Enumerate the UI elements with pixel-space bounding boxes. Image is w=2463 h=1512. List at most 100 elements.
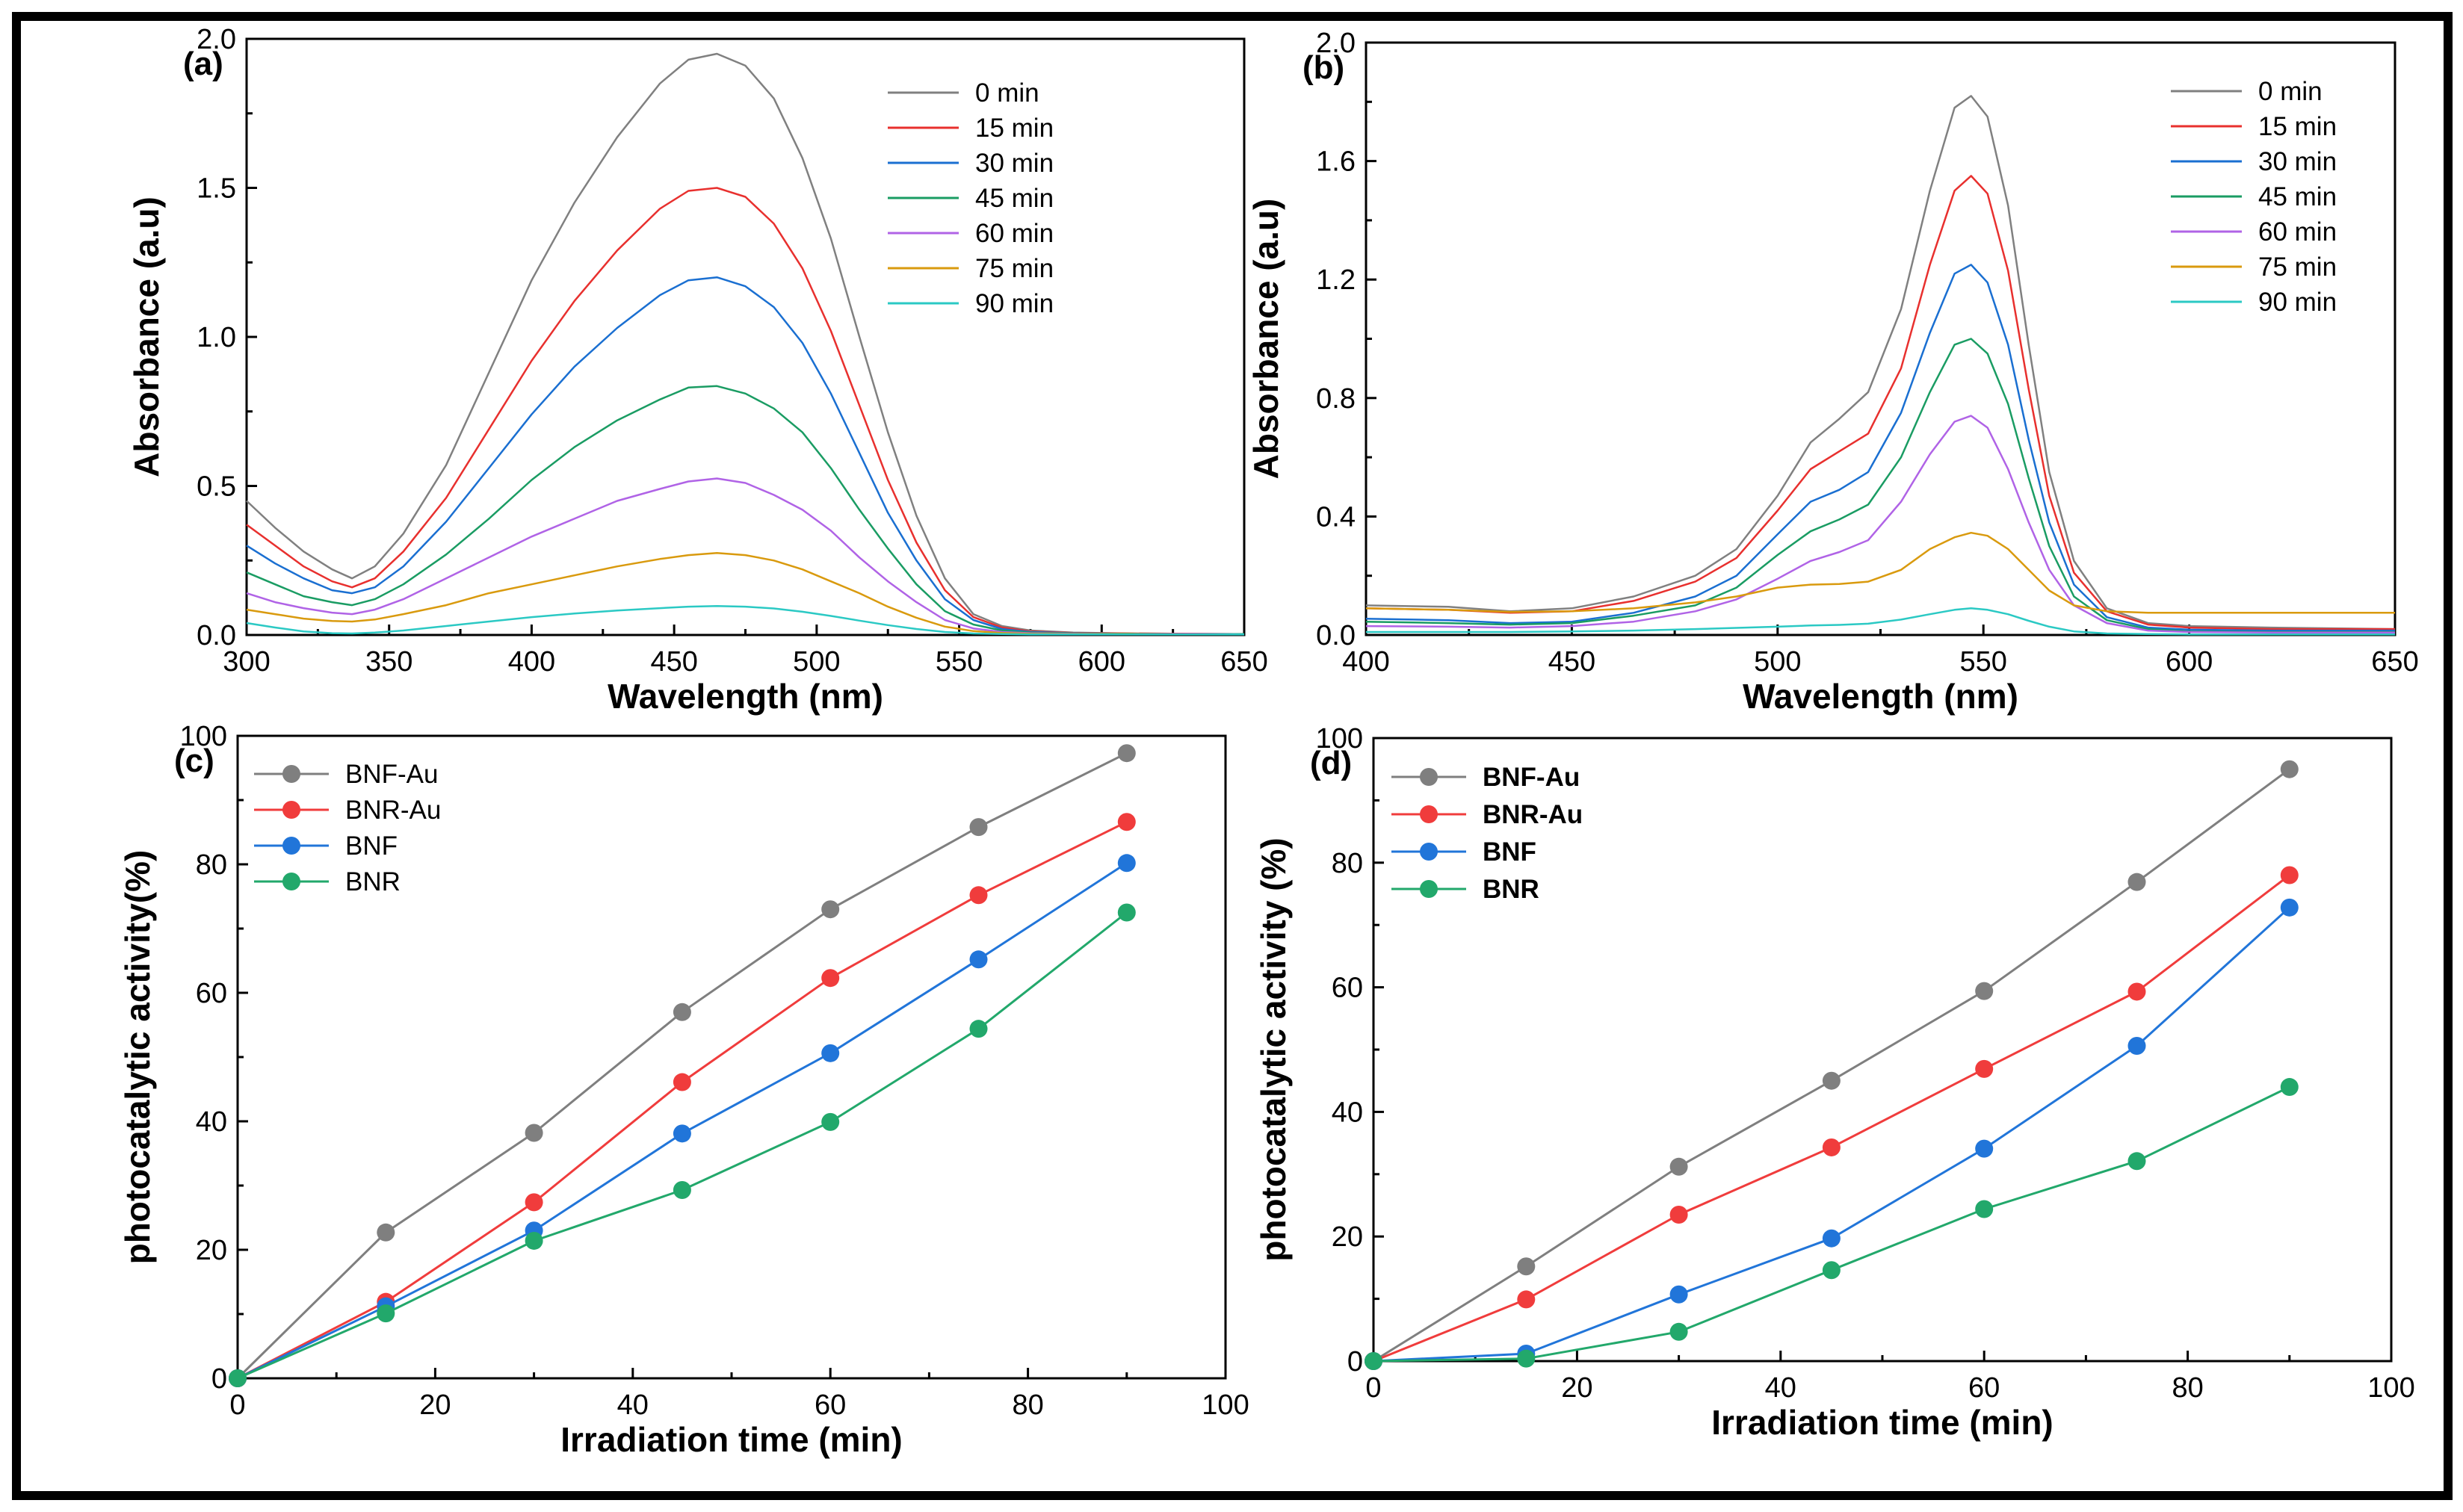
x-axis-title: Wavelength (nm) [608,677,883,716]
data-point [821,969,840,988]
data-point [1822,1229,1841,1248]
y-axis-title: Absorbance (a.u) [127,196,166,477]
x-tick-label: 40 [617,1389,649,1421]
x-tick-label: 600 [2166,646,2213,678]
series-line [246,385,1244,636]
series-line [246,52,1245,636]
series-line [246,187,1245,636]
series-line [246,276,1244,636]
y-tick-label: 40 [1332,1097,1363,1128]
data-point [673,1003,691,1021]
legend-label: 30 min [2258,147,2337,176]
data-point [1517,1349,1536,1368]
data-point [673,1073,691,1091]
legend-label: 0 min [975,78,1039,108]
x-tick-label: 60 [1968,1372,2000,1404]
panel-label: (b) [1302,49,1344,86]
x-tick-label: 20 [419,1389,451,1421]
series-line [246,477,1245,636]
x-axis-title: Wavelength (nm) [1743,677,2018,716]
data-point [1365,1352,1382,1370]
y-axis-title: photocatalytic activity(%) [118,850,157,1265]
data-point [1117,813,1136,831]
data-point [2127,1036,2146,1055]
series-line [1365,338,2395,633]
legend-marker [1420,880,1438,898]
legend-label: BNR [1483,875,1539,904]
figure-border [12,12,2453,1500]
x-tick-label: 550 [1959,646,2006,678]
data-point [969,886,988,905]
data-point [1975,1200,1994,1218]
y-tick-label: 1.2 [1316,264,1356,296]
legend-label: 30 min [975,149,1054,178]
panel-a: 300 350 400 450 500 550 600 650 0.0 0.5 1.0 1.5 2.0 W… [127,24,1268,716]
series-line [246,605,1244,636]
data-point [1669,1157,1688,1176]
legend-label: BNF-Au [1483,763,1580,792]
panel-c: 0 20 40 60 80 100 0 20 40 60 80 100 Irradiation time… [118,721,1249,1459]
y-tick-label: 40 [196,1106,227,1138]
x-tick-label: 0 [229,1389,245,1421]
data-point [1669,1322,1688,1341]
series-line [237,862,1128,1380]
data-point [1669,1206,1688,1224]
data-point [525,1231,543,1250]
legend-label: 60 min [975,219,1054,248]
data-point [673,1124,691,1143]
x-tick-label: 80 [2172,1372,2203,1404]
panel-d: 0 20 40 60 80 100 0 20 40 60 80 100 Irradiation time… [1254,723,2415,1442]
series-line [1365,175,2395,630]
y-tick-label: 20 [1332,1221,1363,1253]
data-point [1117,854,1136,873]
data-point [2127,873,2146,891]
data-point [377,1223,395,1242]
x-tick-label: 550 [936,646,983,678]
y-tick-label: 2.0 [1316,28,1356,59]
legend-label: BNF-Au [345,760,438,789]
x-tick-label: 400 [508,646,555,678]
plot-frame [1365,41,2396,636]
data-point [821,900,840,919]
y-tick-label: 1.0 [197,322,236,353]
series-line [1365,415,2395,634]
data-point [821,1112,840,1131]
x-axis-title: Irradiation time (min) [560,1420,902,1459]
data-point [525,1124,543,1142]
legend-label: 90 min [975,289,1054,318]
y-tick-label: 0.0 [197,620,236,651]
data-point [1975,1139,1994,1158]
series-line [1366,607,2395,636]
x-tick-label: 60 [815,1389,846,1421]
legend-label: 0 min [2258,77,2323,106]
y-tick-label: 0.8 [1316,383,1356,415]
y-tick-label: 2.0 [197,24,236,55]
x-tick-label: 500 [793,646,840,678]
x-tick-label: 300 [223,646,270,678]
legend-marker [282,873,300,890]
data-point [1517,1290,1536,1309]
y-tick-label: 80 [1332,848,1363,879]
data-point [525,1193,543,1212]
legend-label: 45 min [975,184,1054,213]
data-point [673,1181,691,1200]
x-tick-label: 600 [1078,646,1125,678]
y-tick-label: 0 [211,1363,227,1395]
y-tick-label: 1.6 [1316,146,1356,178]
data-point [1822,1071,1841,1090]
panel-b: 400 450 500 550 600 650 0.0 0.4 0.8 1.2 1.6 2.0 Wave… [1246,28,2419,716]
data-point [1117,744,1136,763]
legend-marker [282,837,300,855]
series-line [1373,906,2290,1363]
x-tick-label: 650 [2371,646,2418,678]
x-tick-label: 80 [1012,1389,1043,1421]
y-tick-label: 0.0 [1316,620,1356,651]
series-line [1365,95,2396,630]
legend-label: 15 min [2258,112,2337,141]
data-point [1975,1059,1994,1078]
legend-label: BNF [345,831,398,861]
data-point [2280,866,2299,884]
x-tick-label: 40 [1765,1372,1796,1404]
series-line [1365,531,2395,614]
x-tick-label: 500 [1754,646,1801,678]
